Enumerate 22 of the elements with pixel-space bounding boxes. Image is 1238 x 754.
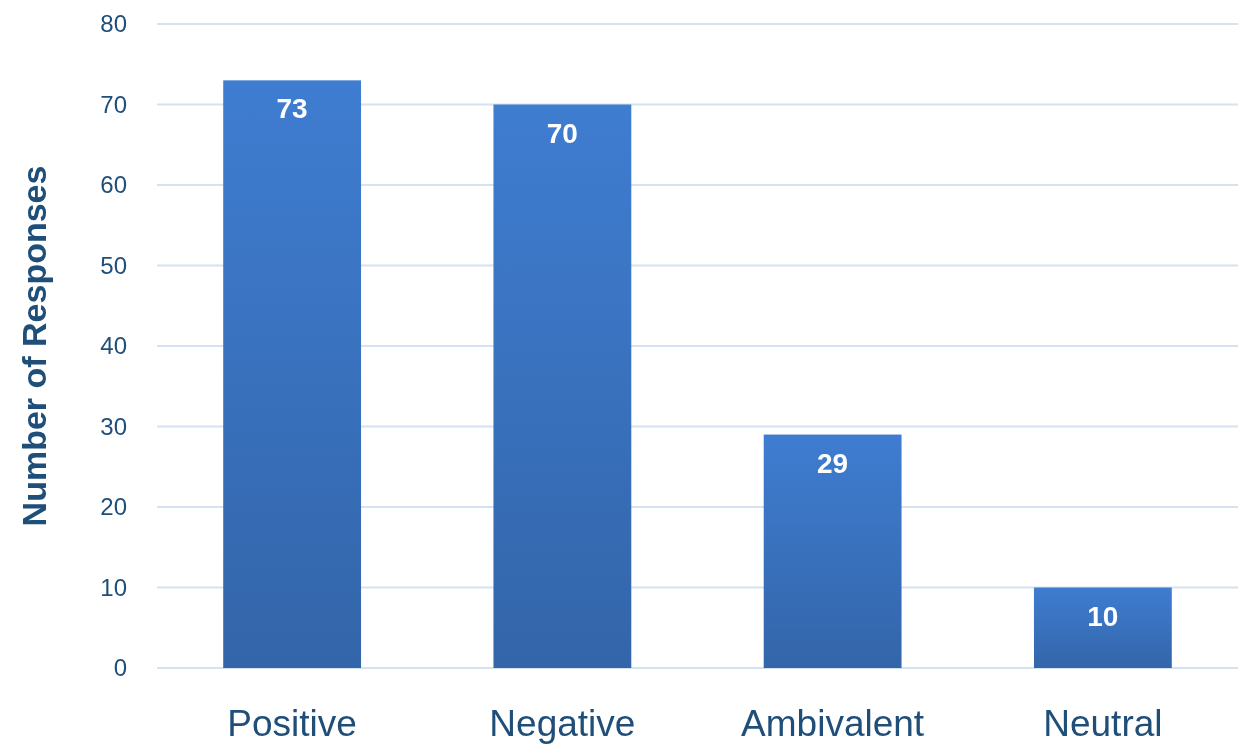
bar	[223, 80, 362, 668]
y-tick-label: 80	[100, 10, 127, 38]
y-axis-title: Number of Responses	[15, 165, 53, 527]
x-tick-label: Negative	[489, 703, 636, 744]
y-tick-label: 60	[100, 171, 127, 199]
bar	[763, 434, 902, 668]
data-label: 29	[817, 447, 849, 479]
y-tick-label: 50	[100, 251, 127, 279]
data-label: 10	[1087, 600, 1119, 632]
y-tick-label: 40	[100, 332, 127, 360]
y-tick-label: 0	[113, 654, 127, 682]
x-tick-label: Ambivalent	[741, 703, 925, 744]
x-tick-label: Neutral	[1043, 703, 1163, 744]
y-tick-label: 10	[100, 573, 127, 601]
data-label: 73	[276, 93, 308, 125]
y-tick-label: 30	[100, 412, 127, 440]
y-tick-label: 70	[100, 90, 127, 118]
data-label: 70	[546, 117, 578, 149]
y-tick-label: 20	[100, 493, 127, 521]
bar	[493, 104, 632, 668]
x-tick-label: Positive	[227, 703, 357, 744]
bar	[1033, 587, 1172, 668]
